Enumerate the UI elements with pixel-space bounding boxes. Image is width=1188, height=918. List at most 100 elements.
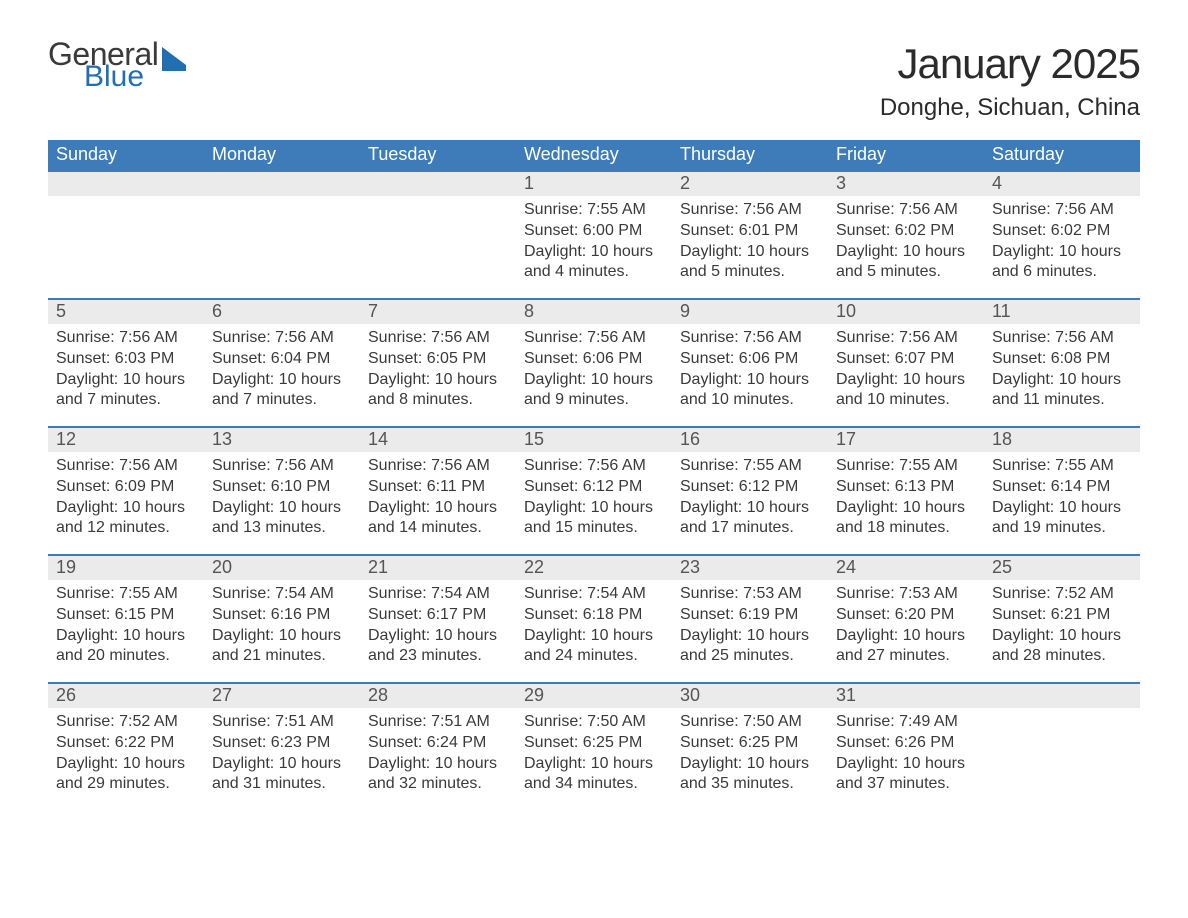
calendar-cell: 21Sunrise: 7:54 AMSunset: 6:17 PMDayligh… [360,554,516,682]
sunset-line: Sunset: 6:14 PM [992,477,1132,498]
sunrise-line: Sunrise: 7:56 AM [56,328,196,349]
day-header: Monday [204,140,360,170]
day-details: Sunrise: 7:55 AMSunset: 6:15 PMDaylight:… [48,580,204,669]
sunrise-line: Sunrise: 7:53 AM [680,584,820,605]
sunset-line: Sunset: 6:25 PM [524,733,664,754]
day-header: Thursday [672,140,828,170]
day-details: Sunrise: 7:56 AMSunset: 6:12 PMDaylight:… [516,452,672,541]
sunrise-line: Sunrise: 7:55 AM [56,584,196,605]
day-number: 29 [516,682,672,708]
daylight-line: Daylight: 10 hours and 6 minutes. [992,242,1132,284]
sunset-line: Sunset: 6:03 PM [56,349,196,370]
day-number: 4 [984,170,1140,196]
location-subtitle: Donghe, Sichuan, China [880,94,1140,122]
day-number: 10 [828,298,984,324]
day-details: Sunrise: 7:56 AMSunset: 6:03 PMDaylight:… [48,324,204,413]
sunrise-line: Sunrise: 7:50 AM [524,712,664,733]
sunrise-line: Sunrise: 7:56 AM [368,456,508,477]
sunset-line: Sunset: 6:24 PM [368,733,508,754]
sunset-line: Sunset: 6:18 PM [524,605,664,626]
calendar-table: Sunday Monday Tuesday Wednesday Thursday… [48,140,1140,810]
calendar-cell: 2Sunrise: 7:56 AMSunset: 6:01 PMDaylight… [672,170,828,298]
day-number: 31 [828,682,984,708]
day-header: Tuesday [360,140,516,170]
sunset-line: Sunset: 6:09 PM [56,477,196,498]
day-header: Sunday [48,140,204,170]
calendar-cell: 26Sunrise: 7:52 AMSunset: 6:22 PMDayligh… [48,682,204,810]
daylight-line: Daylight: 10 hours and 10 minutes. [836,370,976,412]
day-number: 24 [828,554,984,580]
day-number: 28 [360,682,516,708]
calendar-cell: 12Sunrise: 7:56 AMSunset: 6:09 PMDayligh… [48,426,204,554]
calendar-cell: 11Sunrise: 7:56 AMSunset: 6:08 PMDayligh… [984,298,1140,426]
sunrise-line: Sunrise: 7:56 AM [56,456,196,477]
day-header: Saturday [984,140,1140,170]
daylight-line: Daylight: 10 hours and 20 minutes. [56,626,196,668]
logo-sail-icon [162,47,186,65]
sunrise-line: Sunrise: 7:56 AM [524,328,664,349]
sunset-line: Sunset: 6:05 PM [368,349,508,370]
day-number-bar [48,170,204,196]
sunset-line: Sunset: 6:19 PM [680,605,820,626]
sunset-line: Sunset: 6:13 PM [836,477,976,498]
day-details: Sunrise: 7:54 AMSunset: 6:17 PMDaylight:… [360,580,516,669]
day-details: Sunrise: 7:56 AMSunset: 6:02 PMDaylight:… [984,196,1140,285]
daylight-line: Daylight: 10 hours and 14 minutes. [368,498,508,540]
day-details: Sunrise: 7:51 AMSunset: 6:24 PMDaylight:… [360,708,516,797]
day-details: Sunrise: 7:56 AMSunset: 6:05 PMDaylight:… [360,324,516,413]
calendar-cell: 1Sunrise: 7:55 AMSunset: 6:00 PMDaylight… [516,170,672,298]
calendar-cell: 25Sunrise: 7:52 AMSunset: 6:21 PMDayligh… [984,554,1140,682]
calendar-cell: 31Sunrise: 7:49 AMSunset: 6:26 PMDayligh… [828,682,984,810]
day-details: Sunrise: 7:55 AMSunset: 6:14 PMDaylight:… [984,452,1140,541]
daylight-line: Daylight: 10 hours and 24 minutes. [524,626,664,668]
sunrise-line: Sunrise: 7:52 AM [992,584,1132,605]
calendar-cell: 10Sunrise: 7:56 AMSunset: 6:07 PMDayligh… [828,298,984,426]
calendar-cell: 22Sunrise: 7:54 AMSunset: 6:18 PMDayligh… [516,554,672,682]
calendar-cell: 18Sunrise: 7:55 AMSunset: 6:14 PMDayligh… [984,426,1140,554]
day-details: Sunrise: 7:55 AMSunset: 6:12 PMDaylight:… [672,452,828,541]
calendar-cell: 15Sunrise: 7:56 AMSunset: 6:12 PMDayligh… [516,426,672,554]
sunset-line: Sunset: 6:12 PM [524,477,664,498]
day-number: 23 [672,554,828,580]
sunrise-line: Sunrise: 7:56 AM [524,456,664,477]
sunset-line: Sunset: 6:25 PM [680,733,820,754]
daylight-line: Daylight: 10 hours and 5 minutes. [680,242,820,284]
sunset-line: Sunset: 6:21 PM [992,605,1132,626]
daylight-line: Daylight: 10 hours and 8 minutes. [368,370,508,412]
day-number-bar [360,170,516,196]
day-details: Sunrise: 7:56 AMSunset: 6:04 PMDaylight:… [204,324,360,413]
daylight-line: Daylight: 10 hours and 27 minutes. [836,626,976,668]
sunset-line: Sunset: 6:00 PM [524,221,664,242]
day-number: 21 [360,554,516,580]
sunrise-line: Sunrise: 7:56 AM [836,200,976,221]
day-header: Friday [828,140,984,170]
day-number: 11 [984,298,1140,324]
day-number: 7 [360,298,516,324]
calendar-cell: 3Sunrise: 7:56 AMSunset: 6:02 PMDaylight… [828,170,984,298]
sunset-line: Sunset: 6:11 PM [368,477,508,498]
day-details: Sunrise: 7:51 AMSunset: 6:23 PMDaylight:… [204,708,360,797]
calendar-cell: 30Sunrise: 7:50 AMSunset: 6:25 PMDayligh… [672,682,828,810]
sunrise-line: Sunrise: 7:54 AM [524,584,664,605]
day-header: Wednesday [516,140,672,170]
day-number: 5 [48,298,204,324]
sunrise-line: Sunrise: 7:55 AM [524,200,664,221]
day-details: Sunrise: 7:55 AMSunset: 6:13 PMDaylight:… [828,452,984,541]
daylight-line: Daylight: 10 hours and 34 minutes. [524,754,664,796]
day-number: 6 [204,298,360,324]
day-details: Sunrise: 7:55 AMSunset: 6:00 PMDaylight:… [516,196,672,285]
calendar-cell: 4Sunrise: 7:56 AMSunset: 6:02 PMDaylight… [984,170,1140,298]
day-number: 2 [672,170,828,196]
day-details: Sunrise: 7:56 AMSunset: 6:06 PMDaylight:… [672,324,828,413]
day-number: 15 [516,426,672,452]
day-number: 3 [828,170,984,196]
calendar-week-row: 19Sunrise: 7:55 AMSunset: 6:15 PMDayligh… [48,554,1140,682]
daylight-line: Daylight: 10 hours and 5 minutes. [836,242,976,284]
sunrise-line: Sunrise: 7:51 AM [212,712,352,733]
day-number: 17 [828,426,984,452]
sunrise-line: Sunrise: 7:55 AM [680,456,820,477]
calendar-cell: 27Sunrise: 7:51 AMSunset: 6:23 PMDayligh… [204,682,360,810]
header-row: General Blue January 2025 Donghe, Sichua… [48,40,1140,122]
daylight-line: Daylight: 10 hours and 9 minutes. [524,370,664,412]
calendar-cell [984,682,1140,810]
